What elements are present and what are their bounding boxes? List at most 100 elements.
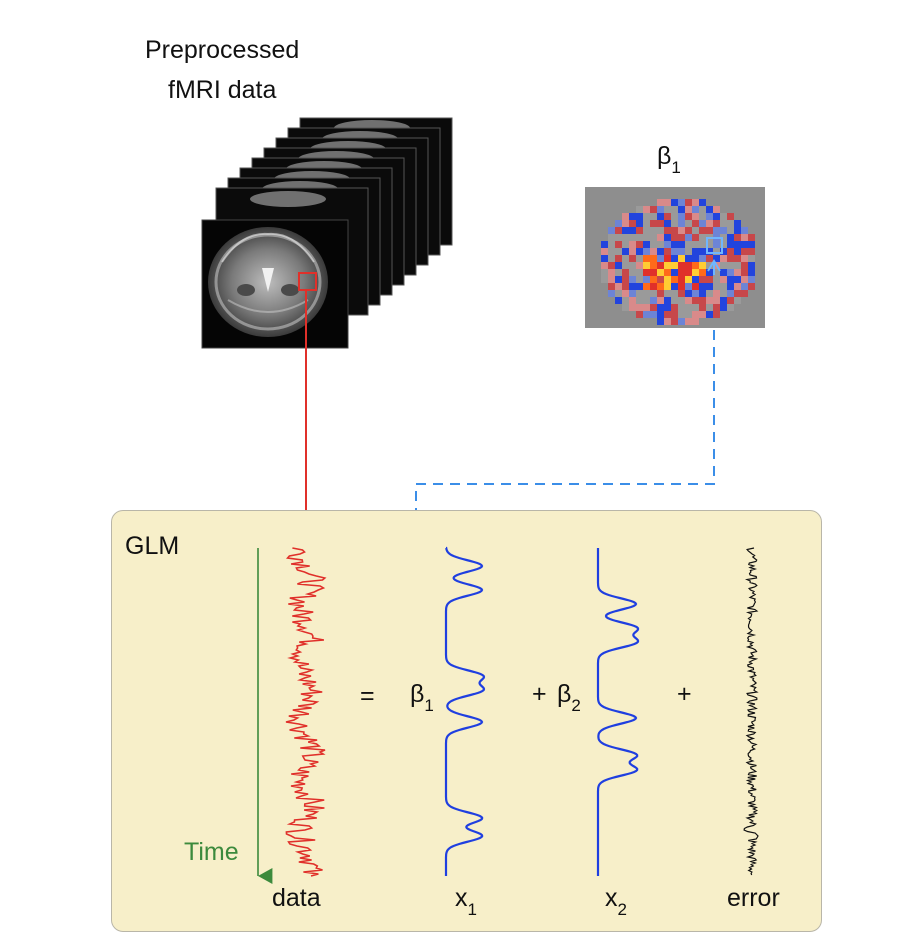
beta-map-pixel	[664, 283, 671, 290]
beta-map-label: β1	[657, 142, 681, 177]
beta-map-pixel	[650, 241, 657, 248]
beta-map-pixel	[685, 276, 692, 283]
beta-map-pixel	[727, 283, 734, 290]
beta1-subscript: 1	[424, 696, 434, 715]
beta-map-pixel	[720, 304, 727, 311]
beta-map-pixel	[636, 262, 643, 269]
beta-map-pixel	[657, 276, 664, 283]
beta-map-pixel	[706, 241, 713, 248]
beta-map-pixel	[685, 283, 692, 290]
beta-map-pixel	[608, 276, 615, 283]
beta-map-pixel	[748, 262, 755, 269]
beta-map-pixel	[608, 262, 615, 269]
beta-voxel-marker	[706, 237, 723, 254]
beta-map-pixel	[748, 276, 755, 283]
beta-map-pixel	[748, 248, 755, 255]
beta-map-pixel	[699, 304, 706, 311]
beta-map-pixel	[699, 220, 706, 227]
beta-map-pixel	[685, 241, 692, 248]
x2-label: x2	[605, 884, 627, 919]
beta-map-pixel	[685, 304, 692, 311]
beta-map-pixel	[741, 248, 748, 255]
beta-map-pixel	[636, 290, 643, 297]
beta-map-pixel	[692, 304, 699, 311]
beta-map-pixel	[615, 262, 622, 269]
beta-map-pixel	[664, 234, 671, 241]
beta-map-pixel	[678, 199, 685, 206]
beta-map-pixel	[671, 206, 678, 213]
beta-map-pixel	[671, 248, 678, 255]
beta-map-pixel	[678, 311, 685, 318]
beta-map-pixel	[734, 276, 741, 283]
beta-map-pixel	[720, 262, 727, 269]
x2-subscript: 2	[617, 900, 627, 919]
beta-map-pixel	[650, 227, 657, 234]
beta-map-pixel	[629, 283, 636, 290]
beta-map-pixel	[664, 206, 671, 213]
beta-map-pixel	[671, 318, 678, 325]
beta-map-pixel	[671, 213, 678, 220]
beta-map-pixel	[713, 269, 720, 276]
beta-map-pixel	[699, 269, 706, 276]
beta2-symbol: β	[557, 680, 572, 708]
beta-map-pixel	[685, 262, 692, 269]
beta-map-pixel	[657, 220, 664, 227]
beta-map-pixel	[664, 227, 671, 234]
beta-map-pixel	[664, 290, 671, 297]
beta-map-pixel	[713, 283, 720, 290]
beta-map-pixel	[713, 213, 720, 220]
beta-map-pixel	[720, 234, 727, 241]
beta-map-pixel	[643, 220, 650, 227]
beta-map-pixel	[643, 311, 650, 318]
beta-map-pixel	[741, 262, 748, 269]
beta-map-pixel	[601, 276, 608, 283]
beta-map-pixel	[720, 220, 727, 227]
beta-map-pixel	[706, 276, 713, 283]
time-label: Time	[184, 838, 239, 866]
beta-map-pixel	[713, 206, 720, 213]
beta-map-pixel	[706, 269, 713, 276]
beta-map-pixel	[699, 206, 706, 213]
beta-map-pixel	[636, 269, 643, 276]
beta-map-pixel	[741, 241, 748, 248]
beta-map-pixel	[713, 220, 720, 227]
x1-subscript: 1	[467, 900, 477, 919]
beta-map-pixel	[608, 241, 615, 248]
beta1-symbol: β	[410, 680, 425, 708]
beta-map-pixel	[685, 248, 692, 255]
beta-map-pixel	[629, 269, 636, 276]
error-trace	[743, 547, 759, 876]
beta-map-pixel	[734, 269, 741, 276]
beta-map-pixel	[720, 269, 727, 276]
beta-map-pixel	[664, 311, 671, 318]
beta-map-pixel	[643, 290, 650, 297]
beta-map-pixel	[706, 227, 713, 234]
fmri-slice-stack	[201, 117, 453, 349]
beta-map-pixel	[671, 234, 678, 241]
beta-map-pixel	[678, 206, 685, 213]
beta1-coefficient: β1	[410, 680, 434, 715]
beta-map-pixel	[636, 241, 643, 248]
beta-map-pixel	[685, 234, 692, 241]
beta-map-pixel	[727, 234, 734, 241]
beta-map-pixel	[629, 220, 636, 227]
beta-map-pixel	[657, 269, 664, 276]
beta-map-pixel	[734, 283, 741, 290]
beta-map-pixel	[685, 318, 692, 325]
beta-map-pixel	[678, 227, 685, 234]
beta-map-pixel	[650, 262, 657, 269]
beta-map-pixels	[601, 199, 755, 325]
beta-map-pixel	[699, 241, 706, 248]
beta-map-pixel	[615, 220, 622, 227]
beta-map-pixel	[720, 297, 727, 304]
beta-map-pixel	[748, 241, 755, 248]
beta-map-pixel	[699, 248, 706, 255]
beta-map-pixel	[678, 318, 685, 325]
beta-map-pixel	[608, 290, 615, 297]
beta-map-pixel	[664, 255, 671, 262]
beta-map-pixel	[636, 213, 643, 220]
beta-map-pixel	[629, 255, 636, 262]
beta-map-pixel	[650, 234, 657, 241]
beta-map-pixel	[657, 255, 664, 262]
beta-map-pixel	[713, 311, 720, 318]
